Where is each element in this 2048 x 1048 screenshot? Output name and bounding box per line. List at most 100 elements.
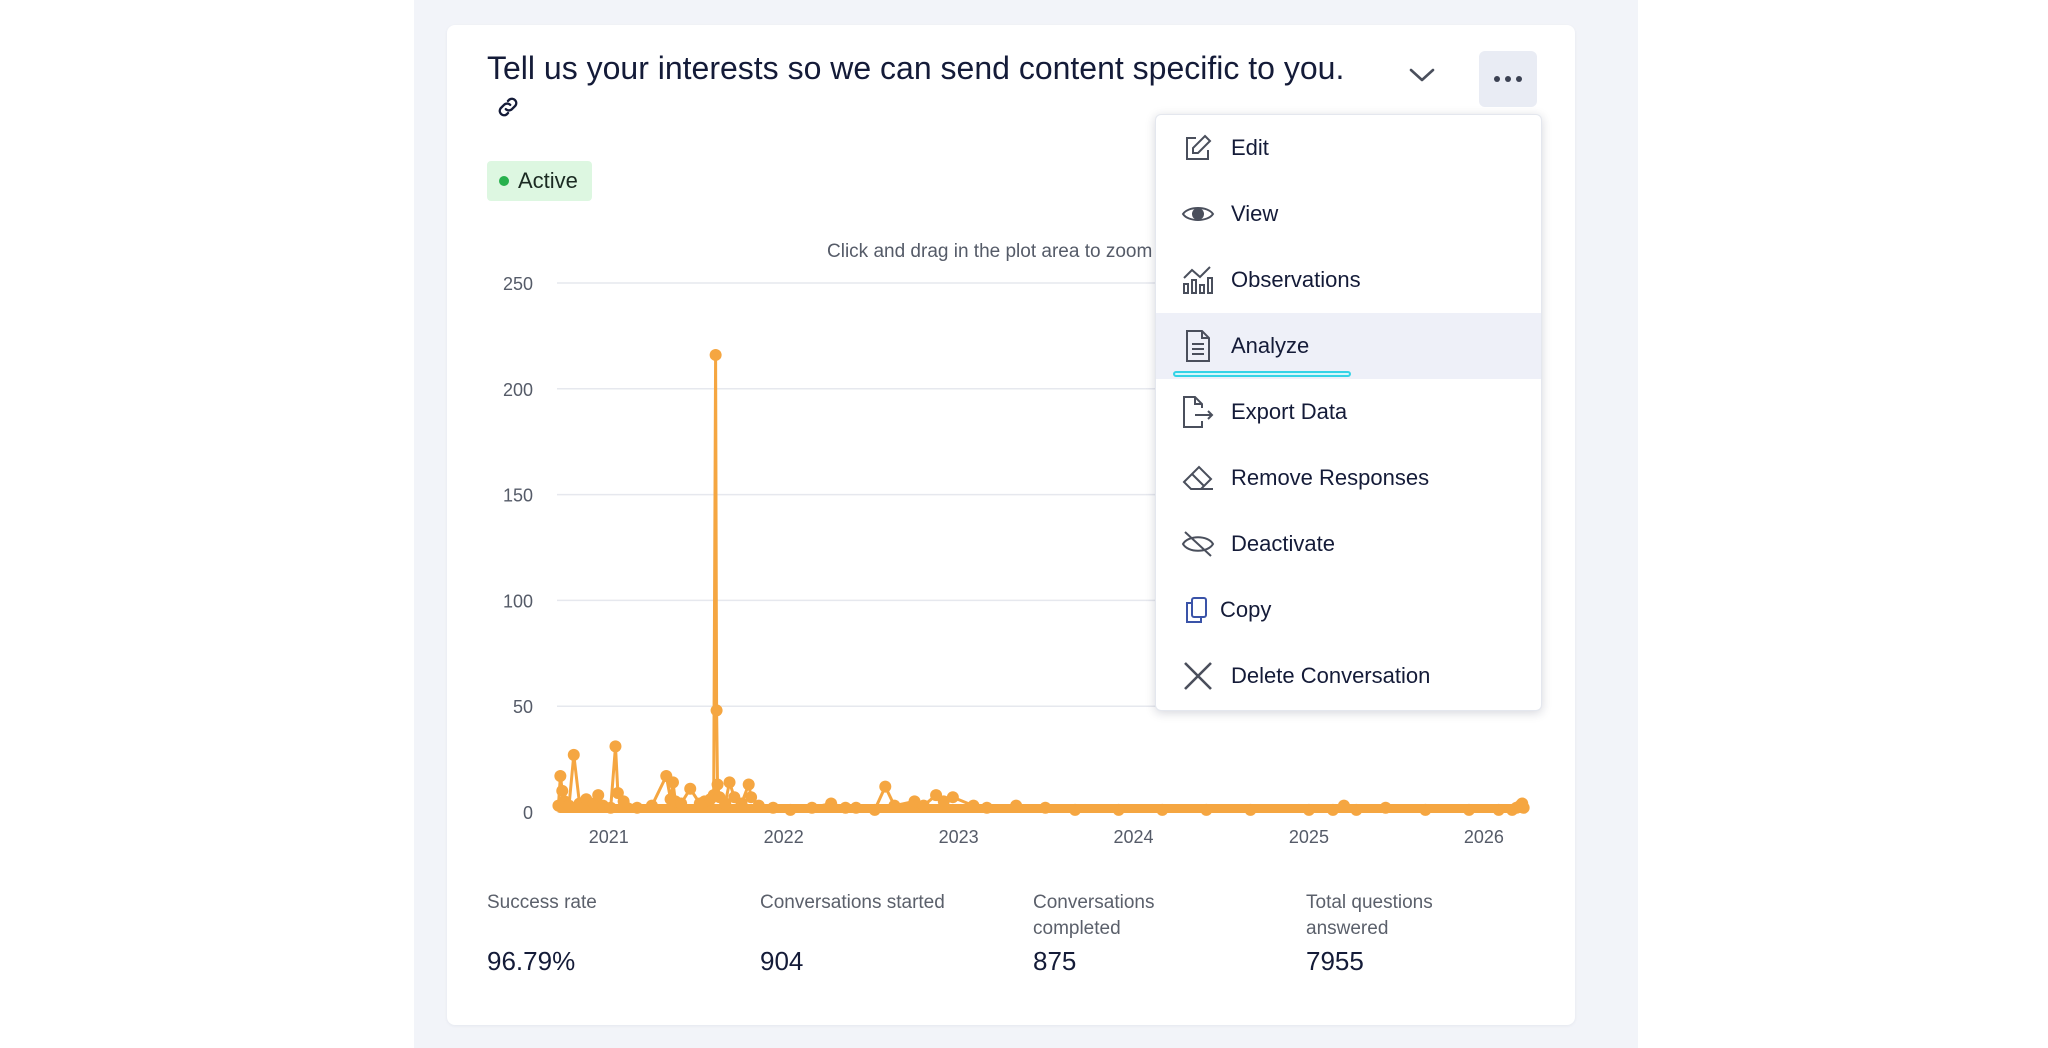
menu-item-label: Copy (1220, 597, 1272, 622)
data-point (784, 803, 797, 816)
data-point (1112, 803, 1125, 816)
stat-label: Conversations completed (1033, 892, 1155, 939)
menu-item-label: Analyze (1231, 333, 1310, 358)
data-point (767, 801, 780, 814)
stat-value: 875 (1033, 946, 1077, 976)
data-point (1419, 803, 1432, 816)
card-title-text: Tell us your interests so we can send co… (487, 50, 1345, 86)
data-point (675, 797, 688, 810)
data-point (980, 801, 993, 814)
data-point (805, 801, 818, 814)
edit-icon (1181, 131, 1215, 165)
menu-item-delete-conversation[interactable]: Delete Conversation (1156, 643, 1541, 709)
data-point (839, 801, 852, 814)
data-point (556, 784, 569, 797)
data-point (745, 791, 758, 804)
data-point (666, 776, 679, 789)
data-point (719, 797, 732, 810)
chart-zoom-hint: Click and drag in the plot area to zoom … (827, 241, 1173, 262)
menu-item-remove-responses[interactable]: Remove Responses (1156, 445, 1541, 511)
stat-label: Conversations started (760, 892, 945, 913)
data-point (888, 799, 901, 812)
status-label: Active (518, 168, 578, 193)
data-point (567, 748, 580, 761)
data-point (684, 782, 697, 795)
menu-item-label: Export Data (1231, 399, 1348, 424)
data-point (879, 780, 892, 793)
stat-total-questions: Total questions answered 7955 (1306, 890, 1486, 976)
data-point (645, 799, 658, 812)
menu-item-label: Edit (1231, 135, 1269, 160)
menu-item-label: View (1231, 201, 1279, 226)
data-point (1156, 803, 1169, 816)
eraser-icon (1181, 461, 1215, 495)
data-point (631, 801, 644, 814)
data-point (617, 795, 630, 808)
stats-row: Success rate 96.79% Conversations starte… (487, 890, 1547, 1000)
data-point (709, 348, 722, 361)
collapse-chevron-button[interactable] (1402, 55, 1442, 95)
data-point (967, 799, 980, 812)
stat-conversations-started: Conversations started 904 (760, 890, 990, 976)
data-point (917, 799, 930, 812)
data-point (562, 799, 575, 812)
close-icon (1181, 659, 1215, 693)
y-tick-label: 50 (513, 697, 533, 717)
observations-chart-icon (1181, 263, 1215, 297)
menu-item-label: Deactivate (1231, 531, 1335, 556)
data-point (1010, 799, 1023, 812)
y-tick-label: 200 (503, 380, 533, 400)
data-point (1244, 803, 1257, 816)
deactivate-icon (1181, 527, 1215, 561)
data-point (868, 803, 881, 816)
y-tick-label: 250 (503, 274, 533, 294)
data-point (592, 789, 605, 802)
status-badge: Active (487, 161, 592, 201)
data-point (723, 776, 736, 789)
data-point (1039, 801, 1052, 814)
data-point (1200, 803, 1213, 816)
menu-item-view[interactable]: View (1156, 181, 1541, 247)
stat-success-rate: Success rate 96.79% (487, 890, 717, 976)
link-icon[interactable] (495, 90, 521, 128)
chevron-down-icon (1409, 68, 1435, 82)
menu-item-edit[interactable]: Edit (1156, 115, 1541, 181)
document-icon (1181, 329, 1215, 363)
data-point (1337, 799, 1350, 812)
card-title: Tell us your interests so we can send co… (487, 49, 1347, 128)
data-point (825, 797, 838, 810)
data-point (1069, 803, 1082, 816)
more-options-button[interactable] (1479, 51, 1537, 107)
x-tick-label: 2026 (1464, 827, 1504, 847)
more-dots-icon (1494, 76, 1522, 82)
data-point (735, 797, 748, 810)
menu-item-copy[interactable]: Copy (1156, 577, 1541, 643)
data-point (937, 795, 950, 808)
data-point (742, 778, 755, 791)
menu-item-analyze[interactable]: Analyze (1156, 313, 1541, 379)
data-point (850, 801, 863, 814)
data-point (1379, 801, 1392, 814)
data-point (711, 778, 724, 791)
options-menu: Edit View Observations Analyze Export Da… (1155, 114, 1542, 711)
eye-icon (1181, 197, 1215, 231)
data-point (609, 740, 622, 753)
data-point (604, 801, 617, 814)
data-point (752, 799, 765, 812)
data-point (554, 770, 567, 783)
stat-value: 96.79% (487, 946, 576, 976)
x-tick-label: 2022 (764, 827, 804, 847)
stat-value: 904 (760, 946, 804, 976)
menu-item-export-data[interactable]: Export Data (1156, 379, 1541, 445)
x-tick-label: 2025 (1289, 827, 1329, 847)
menu-item-deactivate[interactable]: Deactivate (1156, 511, 1541, 577)
copy-icon (1182, 593, 1210, 627)
menu-item-label: Observations (1231, 267, 1361, 292)
menu-item-observations[interactable]: Observations (1156, 247, 1541, 313)
menu-item-label: Delete Conversation (1231, 663, 1431, 688)
focus-outline (1173, 371, 1351, 377)
data-point (1302, 803, 1315, 816)
stat-value: 7955 (1306, 946, 1364, 976)
stat-label: Success rate (487, 892, 597, 913)
status-dot (499, 176, 509, 186)
